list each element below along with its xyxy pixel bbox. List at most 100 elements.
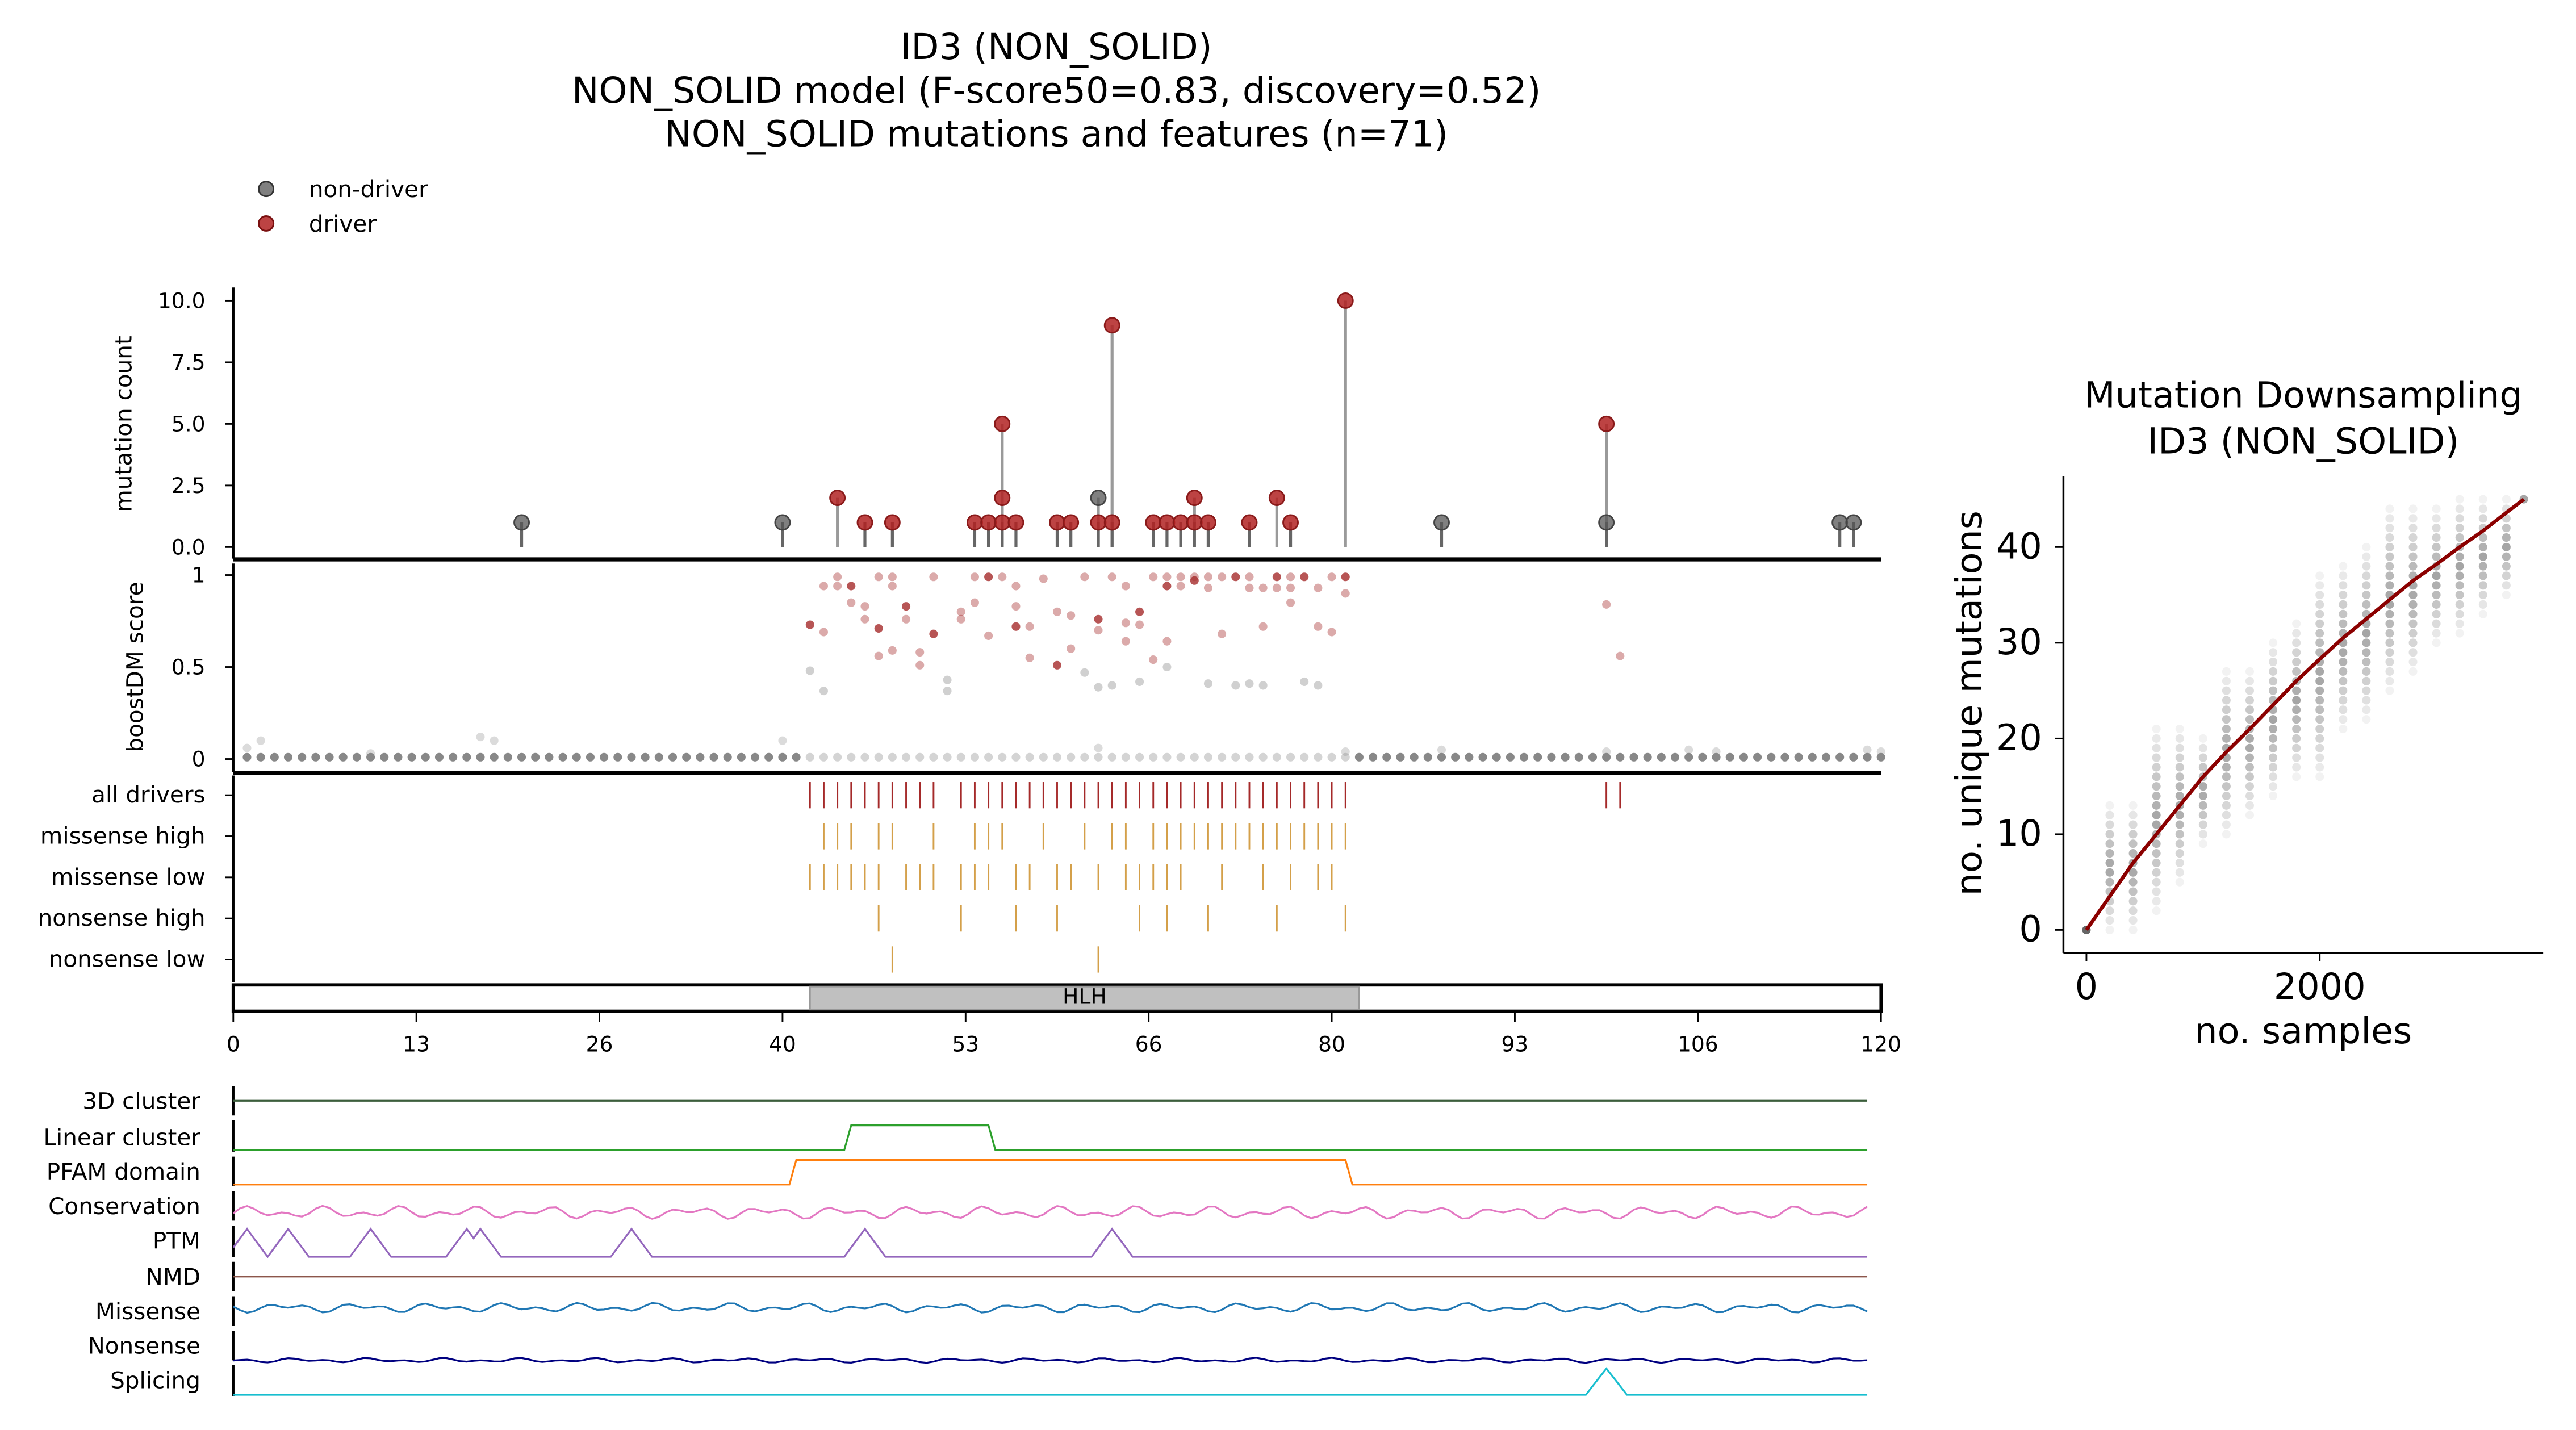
- boostdm-point-baseline: [613, 752, 622, 762]
- driver-lollipop-marker: [1007, 514, 1024, 531]
- non-driver-lollipop-marker: [1845, 514, 1862, 531]
- boostdm-point-baseline: [1011, 752, 1021, 762]
- downsampling-point: [2222, 772, 2231, 781]
- boostdm-point-baseline: [1080, 752, 1089, 762]
- downsampling-point: [2222, 782, 2231, 791]
- boostdm-point-baseline: [531, 752, 540, 762]
- main-title-line: NON_SOLID mutations and features (n=71): [664, 113, 1448, 155]
- boostdm-point-baseline: [1671, 752, 1680, 762]
- downsampling-point: [2198, 763, 2207, 772]
- downsampling-point: [2315, 667, 2324, 676]
- downsampling-point: [2455, 533, 2464, 542]
- position-x-tick-label: 40: [769, 1031, 796, 1056]
- boostdm-y-tick-label: 0: [192, 747, 206, 772]
- downsampling-x-tick-label: 0: [2075, 966, 2098, 1008]
- boostdm-point-baseline: [627, 752, 636, 762]
- boostdm-point-baseline: [654, 752, 663, 762]
- downsampling-point: [2339, 591, 2348, 600]
- boostdm-point-nondriver: [805, 666, 814, 675]
- downsampling-point: [2315, 619, 2324, 628]
- lollipop-y-tick-label: 10.0: [158, 288, 206, 313]
- downsampling-point: [2385, 638, 2394, 647]
- boostdm-point-baseline: [476, 752, 485, 762]
- boostdm-point-driver: [1272, 583, 1281, 592]
- track-label: missense low: [51, 863, 206, 890]
- boostdm-point-baseline: [696, 752, 705, 762]
- driver-lollipop-marker: [1282, 514, 1299, 531]
- downsampling-point: [2128, 810, 2138, 819]
- downsampling-point: [2385, 581, 2394, 590]
- feature-line: [233, 1302, 1868, 1314]
- downsampling-point: [2105, 858, 2114, 867]
- downsampling-y-tick-label: 40: [1996, 526, 2042, 568]
- boostdm-point-driver: [833, 582, 842, 591]
- boostdm-point-nondriver: [819, 687, 828, 696]
- downsampling-point: [2269, 782, 2278, 791]
- boostdm-point-low: [778, 736, 787, 745]
- downsampling-point: [2385, 648, 2394, 657]
- position-x-tick-label: 13: [403, 1031, 430, 1056]
- downsampling-point: [2175, 820, 2184, 829]
- downsampling-point: [2339, 696, 2348, 705]
- boostdm-point-driver: [1135, 620, 1144, 629]
- position-x-tick-label: 80: [1318, 1031, 1345, 1056]
- boostdm-point-baseline: [256, 752, 265, 762]
- boostdm-point-baseline: [434, 752, 444, 762]
- downsampling-point: [2339, 619, 2348, 628]
- downsampling-point: [2502, 581, 2511, 590]
- feature-line: [233, 1159, 1868, 1186]
- downsampling-point: [2385, 533, 2394, 542]
- boostdm-point-driver: [1286, 583, 1295, 592]
- downsampling-point: [2432, 619, 2441, 628]
- downsampling-point: [2432, 638, 2441, 647]
- downsampling-point: [2198, 743, 2207, 752]
- position-x-tick-label: 53: [952, 1031, 979, 1056]
- boostdm-point-driver: [874, 651, 883, 660]
- downsampling-point: [2222, 801, 2231, 810]
- downsampling-y-tick-label: 10: [1996, 813, 2042, 855]
- downsampling-point: [2152, 887, 2161, 896]
- downsampling-point: [2502, 495, 2511, 504]
- boostdm-point-baseline: [558, 752, 567, 762]
- downsampling-point: [2315, 629, 2324, 638]
- downsampling-point: [2339, 600, 2348, 609]
- downsampling-point: [2269, 724, 2278, 734]
- position-x-tick-label: 26: [586, 1031, 613, 1056]
- downsampling-point: [2128, 820, 2138, 829]
- downsampling-point: [2292, 705, 2301, 714]
- boostdm-point-baseline: [929, 752, 938, 762]
- boostdm-point-driver: [1067, 611, 1076, 620]
- driver-lollipop-marker: [1063, 514, 1080, 531]
- downsampling-point: [2315, 753, 2324, 762]
- downsampling-point: [2408, 524, 2418, 533]
- boostdm-point-driver: [847, 582, 856, 591]
- downsampling-point: [2408, 667, 2418, 676]
- downsampling-point: [2222, 667, 2231, 676]
- boostdm-point-baseline: [600, 752, 609, 762]
- boostdm-point-driver: [1286, 598, 1295, 607]
- downsampling-point: [2339, 609, 2348, 618]
- downsampling-point: [2128, 887, 2138, 896]
- non-driver-lollipop-marker: [1831, 514, 1849, 531]
- boostdm-point-baseline: [1643, 752, 1652, 762]
- main-title-line: NON_SOLID model (F-score50=0.83, discove…: [572, 70, 1541, 112]
- boostdm-point-baseline: [902, 752, 911, 762]
- downsampling-point: [2385, 667, 2394, 676]
- main-title-line: ID3 (NON_SOLID): [901, 26, 1212, 68]
- feature-label: Linear cluster: [43, 1123, 200, 1151]
- downsampling-point: [2362, 600, 2371, 609]
- downsampling-point: [2478, 533, 2487, 542]
- boostdm-point-nondriver: [1314, 681, 1323, 690]
- downsampling-point: [2222, 686, 2231, 695]
- downsampling-point: [2385, 524, 2394, 533]
- downsampling-point: [2362, 705, 2371, 714]
- boostdm-point-driver: [984, 631, 993, 640]
- downsampling-point: [2269, 763, 2278, 772]
- boostdm-point-baseline: [503, 752, 512, 762]
- boostdm-point-nondriver: [1300, 677, 1309, 686]
- driver-lollipop-marker: [1090, 514, 1107, 531]
- downsampling-point: [2385, 552, 2394, 561]
- downsampling-point: [2385, 571, 2394, 580]
- downsampling-point: [2432, 571, 2441, 580]
- boostdm-point-baseline: [1835, 752, 1845, 762]
